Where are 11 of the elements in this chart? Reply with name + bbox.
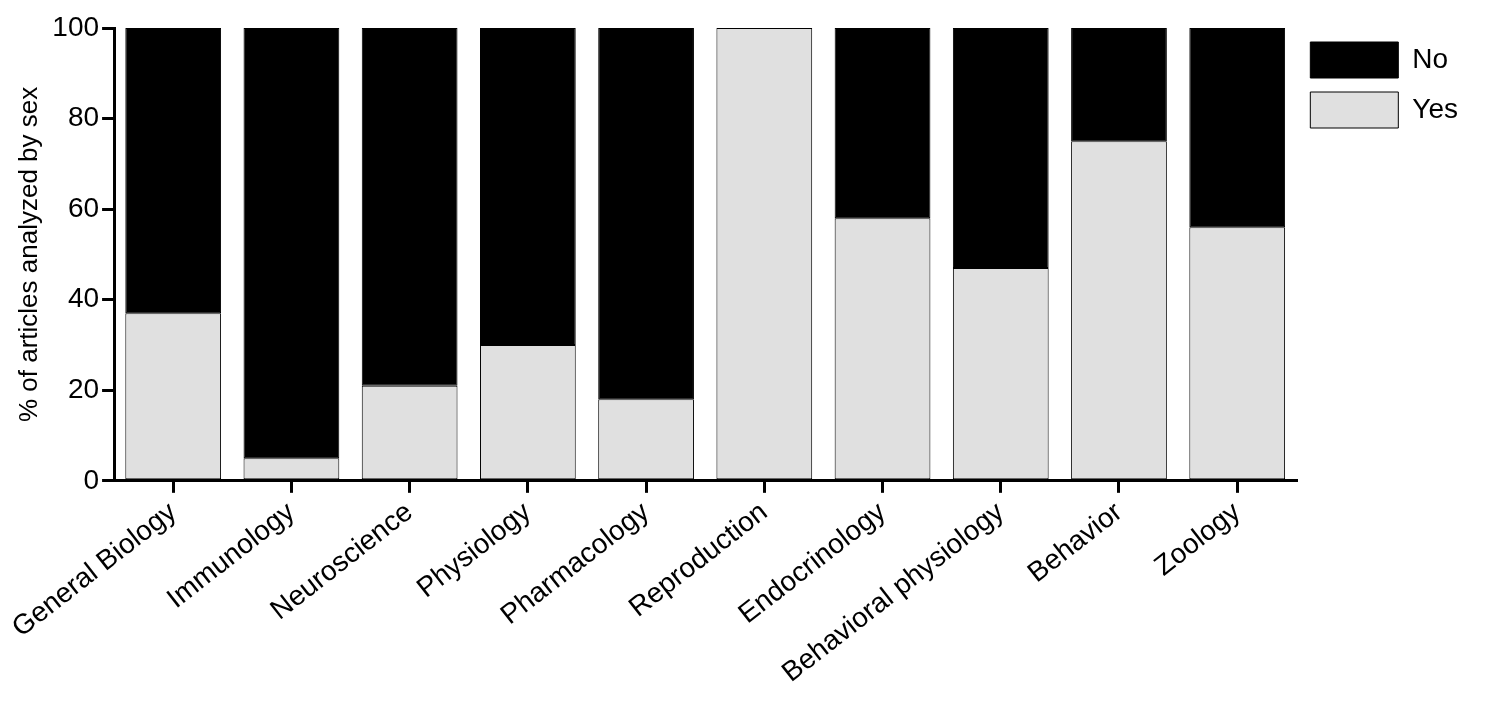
y-tick-label: 20 bbox=[67, 372, 100, 404]
y-axis-title: % of articles analyzed by sex bbox=[12, 86, 43, 423]
y-tick-label: 80 bbox=[67, 101, 100, 133]
y-tick-label: 0 bbox=[83, 463, 100, 495]
bar bbox=[1071, 28, 1167, 142]
y-tick-label: 100 bbox=[52, 10, 100, 42]
y-tick-label: 40 bbox=[67, 282, 100, 314]
y-tick-label: 60 bbox=[67, 191, 100, 223]
bar bbox=[598, 28, 694, 400]
legend-label: Yes bbox=[1412, 92, 1459, 124]
legend-label: No bbox=[1412, 42, 1449, 74]
